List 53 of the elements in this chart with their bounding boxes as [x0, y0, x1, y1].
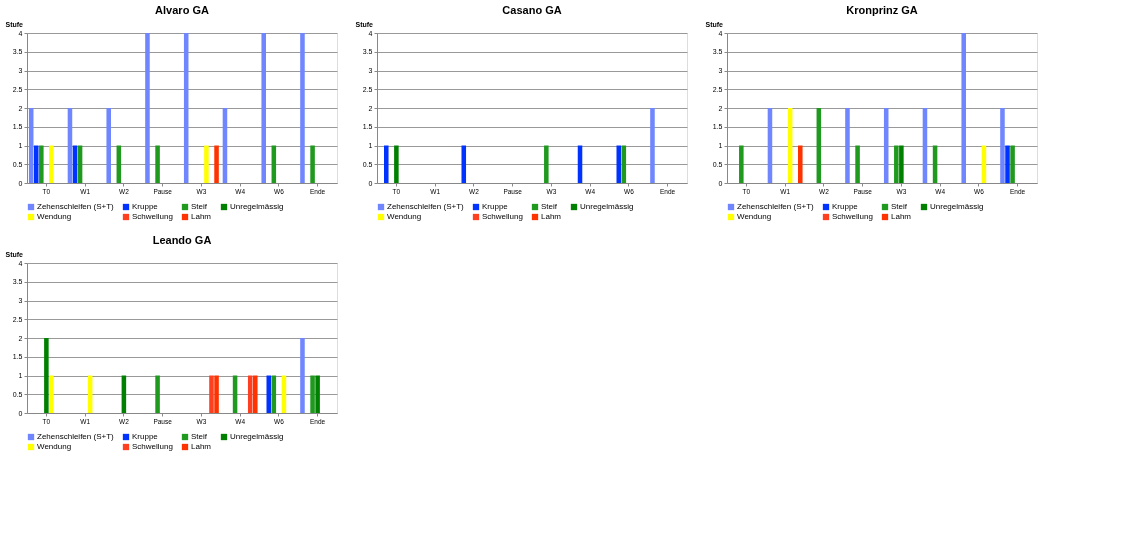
legend-label: Unregelmässig	[230, 432, 284, 441]
legend-label: Steif	[191, 432, 208, 441]
legend-label: Zehenschleifen (S+T)	[37, 202, 115, 211]
bar	[899, 145, 904, 183]
legend-label: Schwellung	[132, 442, 173, 451]
legend-label: Wendung	[37, 212, 72, 221]
bar	[1005, 145, 1010, 183]
legend-label: Zehenschleifen (S+T)	[737, 202, 815, 211]
legend-label: Steif	[541, 202, 558, 211]
legend-label: Unregelmässig	[930, 202, 984, 211]
bar	[204, 145, 209, 183]
legend-label: Wendung	[37, 442, 72, 451]
bar	[855, 145, 860, 183]
bar	[1010, 145, 1015, 183]
bar	[310, 145, 315, 183]
legend-label: Zehenschleifen (S+T)	[37, 432, 115, 441]
bar	[739, 145, 744, 183]
legend-label: Kruppe	[132, 202, 159, 211]
bar	[894, 145, 899, 183]
bar	[961, 33, 966, 183]
legend-label: Steif	[191, 202, 208, 211]
legend-label: Lahm	[191, 442, 212, 451]
legend-label: Wendung	[387, 212, 422, 221]
legend-label: Kruppe	[132, 432, 159, 441]
bar	[300, 33, 305, 183]
legend-label: Steif	[891, 202, 908, 211]
bar	[106, 108, 111, 183]
legend-label: Zehenschleifen (S+T)	[387, 202, 465, 211]
legend-label: Unregelmässig	[580, 202, 634, 211]
bar	[845, 108, 850, 183]
legend-label: Schwellung	[832, 212, 873, 221]
bar	[49, 145, 54, 183]
chart-title: Casano GA	[502, 4, 562, 16]
legend-label: Schwellung	[482, 212, 523, 221]
bar	[145, 33, 150, 183]
bar	[155, 145, 160, 183]
chart-title: Leando GA	[152, 234, 212, 246]
legend-label: Lahm	[891, 212, 912, 221]
bar	[261, 33, 266, 183]
bar	[214, 145, 219, 183]
legend-label: Unregelmässig	[230, 202, 284, 211]
chart-title: Alvaro GA	[155, 4, 209, 16]
bar	[33, 145, 39, 183]
legend-label: Lahm	[541, 212, 562, 221]
bar	[798, 145, 803, 183]
bar	[39, 145, 44, 183]
legend-label: Lahm	[191, 212, 212, 221]
chart-title: Kronprinz GA	[846, 4, 918, 16]
bar	[1000, 108, 1005, 183]
legend-label: Schwellung	[132, 212, 173, 221]
legend-label: Kruppe	[482, 202, 509, 211]
legend-label: Kruppe	[832, 202, 859, 211]
legend-label: Wendung	[737, 212, 772, 221]
